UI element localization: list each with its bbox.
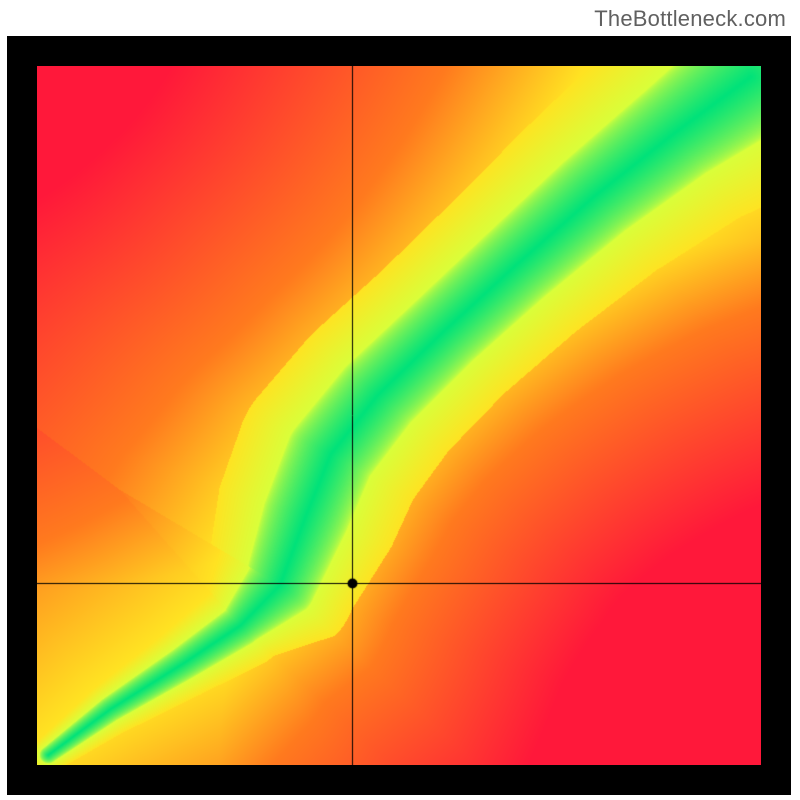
frame-right <box>761 36 791 795</box>
heatmap-canvas <box>37 66 761 765</box>
frame-top <box>7 36 791 66</box>
chart-root: TheBottleneck.com <box>0 0 800 800</box>
frame-left <box>7 36 37 795</box>
watermark-text: TheBottleneck.com <box>594 6 786 32</box>
frame-bottom <box>7 765 791 795</box>
